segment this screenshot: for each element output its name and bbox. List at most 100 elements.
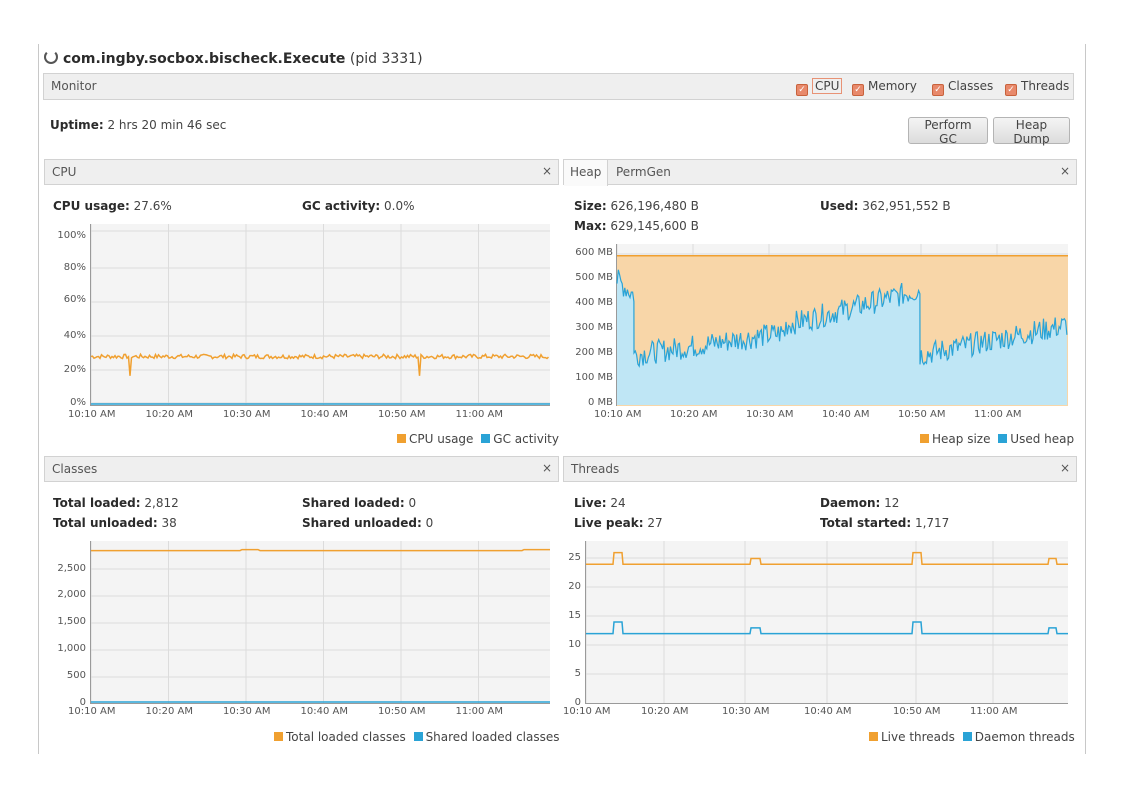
- checkbox-checked-icon: ✓: [852, 84, 864, 96]
- y-tick-label: 80%: [63, 262, 86, 273]
- application-title: com.ingby.socbox.bischeck.Execute (pid 3…: [44, 50, 423, 70]
- total-started-stat: Total started: 1,717: [820, 516, 950, 530]
- x-tick-label: 10:40 AM: [804, 706, 852, 717]
- threads-chart: [585, 541, 1068, 704]
- y-tick-label: 2,500: [57, 563, 86, 574]
- app-pid: (pid 3331): [349, 51, 423, 67]
- x-tick-label: 10:30 AM: [722, 706, 770, 717]
- used-heap-area: [617, 269, 1067, 405]
- classes-panel-title: Classes: [52, 462, 98, 476]
- shared-unloaded-stat: Shared unloaded: 0: [302, 516, 434, 530]
- gc-activity-stat: GC activity: 0.0%: [302, 199, 415, 213]
- shared-loaded-stat: Shared loaded: 0: [302, 496, 417, 510]
- x-tick-label: 10:10 AM: [68, 706, 116, 717]
- checkbox-checked-icon: ✓: [1005, 84, 1017, 96]
- x-tick-label: 11:00 AM: [974, 409, 1022, 420]
- plot-area: [90, 224, 550, 406]
- cpu-legend: CPU usage GC activity: [397, 432, 559, 446]
- x-tick-label: 10:50 AM: [378, 706, 426, 717]
- x-tick-label: 11:00 AM: [455, 706, 503, 717]
- threads-panel-title: Threads: [571, 462, 620, 476]
- total-loaded-stat: Total loaded: 2,812: [53, 496, 179, 510]
- y-tick-label: 300 MB: [575, 322, 613, 333]
- y-tick-label: 0%: [70, 397, 86, 408]
- close-icon[interactable]: ×: [1059, 461, 1070, 475]
- close-icon[interactable]: ×: [541, 461, 552, 475]
- tab-heap[interactable]: Heap: [564, 160, 609, 186]
- x-tick-label: 10:40 AM: [300, 409, 348, 420]
- y-tick-label: 0: [79, 697, 86, 708]
- y-tick-label: 20: [568, 581, 581, 592]
- x-tick-label: 10:30 AM: [223, 409, 271, 420]
- x-tick-label: 10:40 AM: [300, 706, 348, 717]
- legend-swatch: [920, 434, 929, 443]
- y-tick-label: 400 MB: [575, 297, 613, 308]
- y-tick-label: 15: [568, 610, 581, 621]
- x-tick-label: 10:50 AM: [378, 409, 426, 420]
- cpu-panel-title: CPU: [52, 165, 77, 179]
- y-tick-label: 500 MB: [575, 272, 613, 283]
- threads-toggle[interactable]: ✓ Threads: [1005, 79, 1069, 96]
- total-unloaded-stat: Total unloaded: 38: [53, 516, 177, 530]
- classes-chart: [90, 541, 550, 704]
- x-tick-label: 11:00 AM: [970, 706, 1018, 717]
- heap-dump-button[interactable]: Heap Dump: [993, 117, 1070, 146]
- checkbox-checked-icon: ✓: [932, 84, 944, 96]
- x-tick-label: 10:20 AM: [670, 409, 718, 420]
- heap-legend: Heap size Used heap: [920, 432, 1074, 446]
- cpu-panel-header: CPU ×: [44, 159, 559, 185]
- legend-swatch: [998, 434, 1008, 443]
- x-tick-label: 10:30 AM: [223, 706, 271, 717]
- cpu-toggle[interactable]: ✓ CPU: [796, 78, 843, 96]
- x-tick-label: 10:50 AM: [893, 706, 941, 717]
- x-tick-label: 10:20 AM: [145, 409, 193, 420]
- x-tick-label: 10:40 AM: [822, 409, 870, 420]
- total-loaded-classes-series: [91, 548, 550, 552]
- y-tick-label: 200 MB: [575, 347, 613, 358]
- y-tick-label: 1,500: [57, 616, 86, 627]
- x-tick-label: 11:00 AM: [455, 409, 503, 420]
- threads-legend: Live threads Daemon threads: [869, 730, 1075, 744]
- legend-swatch: [397, 434, 406, 443]
- tab-permgen[interactable]: PermGen: [616, 165, 671, 179]
- x-tick-label: 10:50 AM: [898, 409, 946, 420]
- heap-panel-header: Heap PermGen ×: [563, 159, 1077, 186]
- y-tick-label: 2,000: [57, 589, 86, 600]
- heap-max-stat: Max: 629,145,600 B: [574, 219, 699, 233]
- heap-size-stat: Size: 626,196,480 B: [574, 199, 699, 213]
- live-threads-series: [586, 551, 1068, 565]
- classes-legend: Total loaded classes Shared loaded class…: [274, 730, 560, 744]
- legend-swatch: [962, 732, 972, 741]
- classes-toggle[interactable]: ✓ Classes: [932, 79, 993, 96]
- perform-gc-button[interactable]: Perform GC: [908, 117, 988, 146]
- window-left-border: [38, 44, 39, 754]
- y-tick-label: 60%: [63, 294, 86, 305]
- y-tick-label: 5: [574, 668, 581, 679]
- uptime: Uptime: 2 hrs 20 min 46 sec: [50, 118, 227, 132]
- uptime-value: 2 hrs 20 min 46 sec: [107, 118, 227, 132]
- y-tick-label: 500: [66, 670, 86, 681]
- x-tick-label: 10:20 AM: [145, 706, 193, 717]
- y-tick-label: 0 MB: [587, 397, 613, 408]
- x-tick-label: 10:30 AM: [746, 409, 794, 420]
- x-tick-label: 10:10 AM: [594, 409, 642, 420]
- daemon-threads-series: [586, 621, 1068, 635]
- y-tick-label: 100 MB: [575, 372, 613, 383]
- threads-panel-header: Threads ×: [563, 456, 1077, 482]
- y-tick-label: 10: [568, 639, 581, 650]
- x-tick-label: 10:10 AM: [563, 706, 611, 717]
- live-peak-stat: Live peak: 27: [574, 516, 663, 530]
- y-tick-label: 600 MB: [575, 247, 613, 258]
- classes-panel-header: Classes ×: [44, 456, 559, 482]
- close-icon[interactable]: ×: [1059, 164, 1070, 178]
- close-icon[interactable]: ×: [541, 164, 552, 178]
- y-tick-label: 25: [568, 552, 581, 563]
- used-heap-series: [616, 269, 1068, 368]
- memory-toggle[interactable]: ✓ Memory: [852, 79, 917, 96]
- y-tick-label: 0: [574, 697, 581, 708]
- legend-swatch: [481, 434, 491, 443]
- heap-chart: [616, 244, 1068, 406]
- monitor-label: Monitor: [51, 79, 97, 93]
- legend-swatch: [869, 732, 878, 741]
- y-tick-label: 20%: [63, 364, 86, 375]
